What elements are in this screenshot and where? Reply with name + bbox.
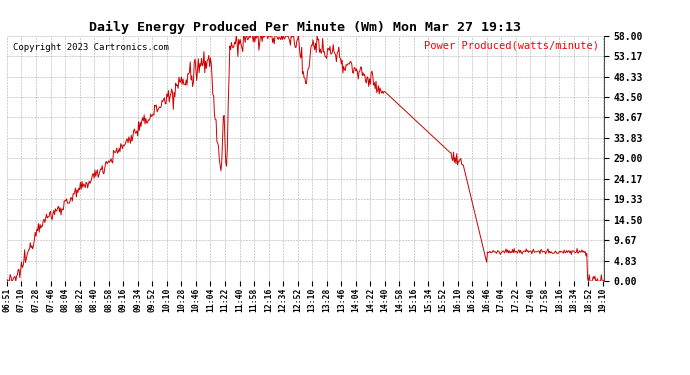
Text: Copyright 2023 Cartronics.com: Copyright 2023 Cartronics.com: [13, 43, 169, 52]
Legend: Power Produced(watts/minute): Power Produced(watts/minute): [420, 36, 603, 54]
Title: Daily Energy Produced Per Minute (Wm) Mon Mar 27 19:13: Daily Energy Produced Per Minute (Wm) Mo…: [89, 21, 522, 34]
